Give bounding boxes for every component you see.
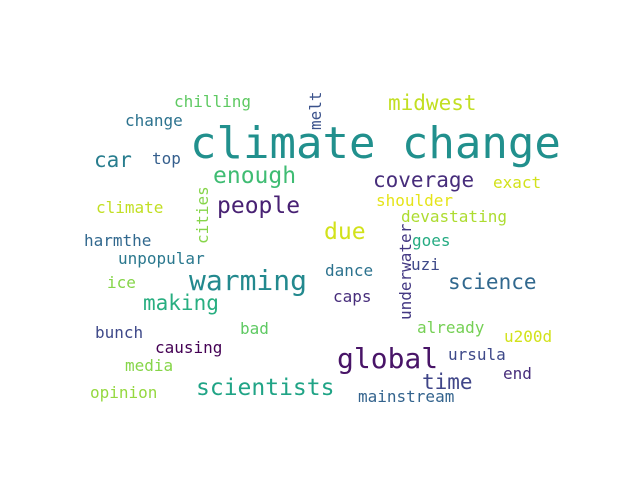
word-31: causing [155, 338, 223, 357]
word-35: time [422, 370, 473, 394]
word-36: end [503, 364, 532, 383]
word-4: change [125, 111, 183, 130]
word-32: global [337, 342, 439, 375]
word-34: media [125, 356, 174, 375]
word-33: ursula [448, 345, 506, 364]
word-17: goes [412, 231, 451, 250]
word-0: climate change [190, 118, 561, 169]
word-11: cities [193, 186, 212, 244]
word-39: mainstream [358, 387, 455, 406]
word-37: scientists [196, 375, 335, 401]
word-2: melt [306, 91, 325, 130]
word-19: unpopular [118, 249, 205, 268]
word-24: ice [107, 273, 136, 292]
word-27: bunch [95, 323, 144, 342]
word-22: dance [325, 261, 374, 280]
word-28: bad [240, 319, 269, 338]
word-14: devastating [401, 207, 507, 226]
word-13: shoulder [376, 191, 454, 210]
word-9: exact [493, 173, 542, 192]
word-29: already [417, 318, 485, 337]
word-7: enough [213, 163, 297, 189]
word-16: harmthe [84, 231, 152, 250]
word-12: people [217, 193, 301, 219]
word-20: uzi [411, 255, 440, 274]
word-10: climate [96, 198, 164, 217]
word-38: opinion [90, 383, 158, 402]
word-8: coverage [373, 168, 475, 192]
word-21: warming [189, 264, 308, 297]
word-25: caps [333, 287, 372, 306]
word-5: car [94, 148, 132, 172]
word-3: chilling [174, 92, 252, 111]
word-15: due [324, 219, 366, 245]
word-23: science [448, 270, 537, 294]
word-26: making [143, 291, 219, 315]
word-6: top [152, 149, 181, 168]
word-1: midwest [388, 91, 477, 115]
word-30: u200d [504, 327, 553, 346]
